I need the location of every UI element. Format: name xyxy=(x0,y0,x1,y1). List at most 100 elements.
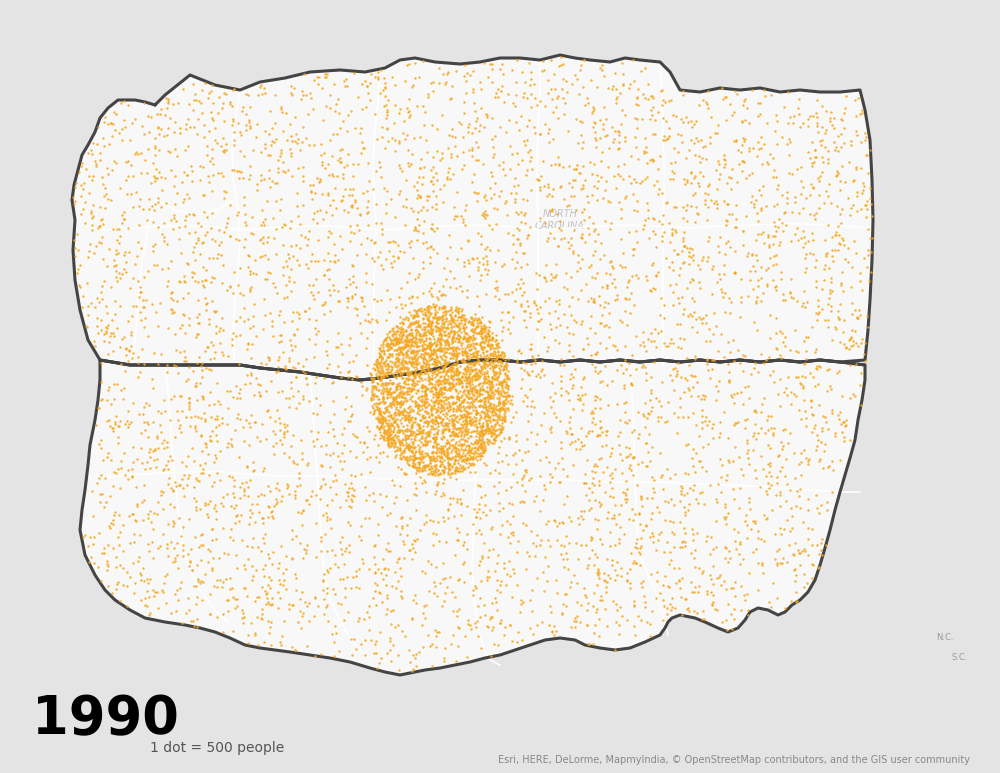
Point xyxy=(325,447,341,459)
Point xyxy=(472,337,488,349)
Point xyxy=(336,614,352,626)
Point xyxy=(534,616,550,628)
Point xyxy=(100,447,116,459)
Point xyxy=(772,489,788,501)
Point xyxy=(315,114,331,126)
Point xyxy=(445,434,461,446)
Point xyxy=(98,187,114,199)
Point xyxy=(529,529,545,541)
Point xyxy=(474,427,490,439)
Point xyxy=(327,620,343,632)
Point xyxy=(683,576,699,588)
Point xyxy=(586,179,602,192)
Point xyxy=(439,417,455,430)
Point xyxy=(487,129,503,141)
Point xyxy=(817,314,833,326)
Point xyxy=(771,449,787,461)
Point xyxy=(513,594,529,606)
Point xyxy=(497,169,513,181)
Point xyxy=(702,569,718,581)
Point xyxy=(497,360,513,373)
Point xyxy=(452,374,468,386)
Point xyxy=(690,208,706,220)
Point xyxy=(576,477,592,489)
Point xyxy=(489,340,505,352)
Point xyxy=(401,306,417,318)
Point xyxy=(491,396,507,408)
Point xyxy=(425,348,441,360)
Point xyxy=(559,553,575,565)
Point xyxy=(639,157,655,169)
Point xyxy=(316,147,332,159)
Point xyxy=(176,270,192,282)
Point xyxy=(412,441,428,453)
Point xyxy=(277,165,293,178)
Point xyxy=(153,103,169,115)
Point xyxy=(418,400,434,413)
Point xyxy=(718,582,734,594)
Point xyxy=(444,460,460,472)
Point xyxy=(687,352,703,365)
Point xyxy=(174,455,190,468)
Point xyxy=(197,274,213,286)
Point xyxy=(471,370,487,383)
Point xyxy=(467,104,483,117)
Point xyxy=(420,362,436,374)
Point xyxy=(762,308,778,321)
Point xyxy=(800,331,816,343)
Point xyxy=(122,135,138,147)
Point xyxy=(256,536,272,549)
Point xyxy=(447,422,463,434)
Point xyxy=(453,400,469,413)
Point xyxy=(417,405,433,417)
Point xyxy=(471,369,487,382)
Point xyxy=(404,441,420,454)
Point xyxy=(410,392,426,404)
Point xyxy=(606,509,622,521)
Point xyxy=(400,144,416,156)
Point xyxy=(404,450,420,462)
Point xyxy=(116,263,132,275)
Point xyxy=(189,621,205,633)
Point xyxy=(317,478,333,490)
Point xyxy=(448,365,464,377)
Point xyxy=(482,400,498,412)
Point xyxy=(519,258,535,271)
Point xyxy=(536,64,552,77)
Point xyxy=(446,408,462,421)
Point xyxy=(479,354,495,366)
Point xyxy=(314,155,330,168)
Point xyxy=(800,493,816,506)
Point xyxy=(408,324,424,336)
Point xyxy=(456,393,472,406)
Point xyxy=(249,179,265,191)
Point xyxy=(732,538,748,550)
Point xyxy=(432,344,448,356)
Point xyxy=(439,436,455,448)
Point xyxy=(320,426,336,438)
Point xyxy=(383,433,399,445)
Point xyxy=(387,79,403,91)
Point xyxy=(541,187,557,199)
Point xyxy=(585,105,601,117)
Point xyxy=(200,170,216,182)
Point xyxy=(190,574,206,587)
Point xyxy=(628,97,644,110)
Point xyxy=(604,512,620,524)
Point xyxy=(322,448,338,461)
Point xyxy=(425,446,441,458)
Point xyxy=(468,421,484,433)
Point xyxy=(168,479,184,492)
Point xyxy=(391,329,407,341)
Point xyxy=(428,315,444,328)
Point xyxy=(388,383,404,396)
Point xyxy=(265,277,281,289)
Point xyxy=(349,309,365,322)
Point xyxy=(638,437,654,449)
Point xyxy=(85,170,101,182)
Point xyxy=(457,411,473,424)
Point xyxy=(491,403,507,415)
Point xyxy=(189,128,205,140)
Point xyxy=(457,204,473,216)
Point xyxy=(411,320,427,332)
